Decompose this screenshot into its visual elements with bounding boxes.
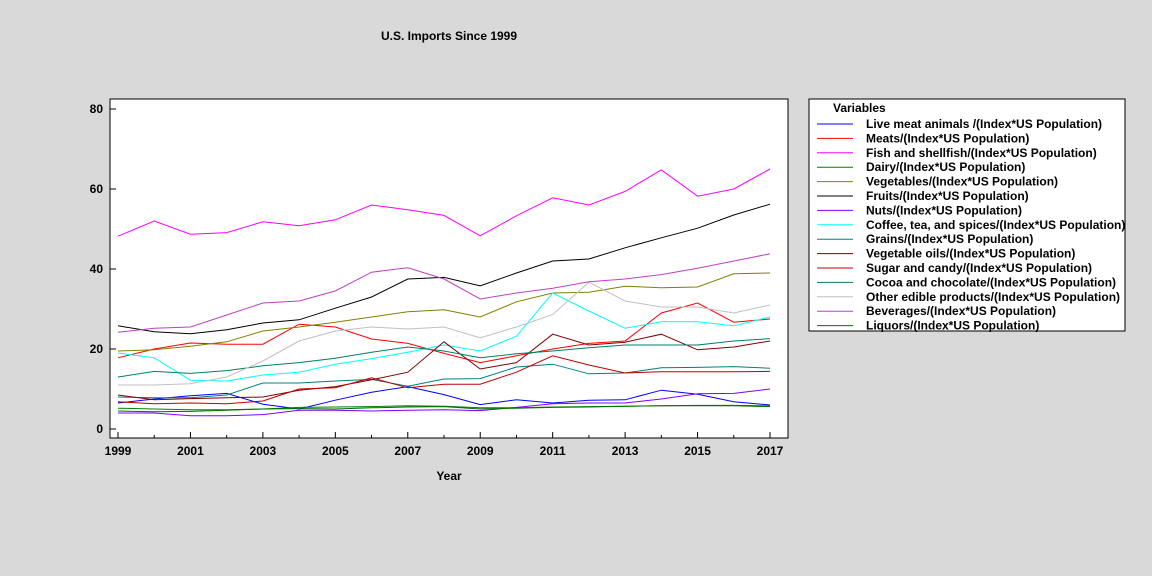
legend-entry: Grains/(Index*US Population) — [866, 232, 1033, 246]
legend-entry: Meats/(Index*US Population) — [866, 131, 1029, 145]
legend: Variables Live meat animals /(Index*US P… — [808, 98, 1126, 333]
series-line — [118, 281, 771, 386]
x-tick-label: 2017 — [757, 444, 784, 458]
y-tick-label: 40 — [90, 262, 104, 276]
series-line — [118, 388, 771, 417]
series-line — [117, 355, 771, 405]
series-line — [117, 338, 771, 378]
legend-title: Variables — [833, 101, 886, 115]
legend-entry: Live meat animals /(Index*US Population) — [866, 117, 1102, 131]
series-lines — [117, 168, 771, 417]
series-line — [117, 292, 771, 382]
x-axis: 1999 2001 2003 2005 2007 2009 2011 2013 2015 2017 — [105, 432, 784, 458]
series-line — [117, 405, 771, 413]
legend-box — [808, 98, 1126, 332]
series-line — [117, 272, 771, 352]
legend-entry: Sugar and candy/(Index*US Population) — [866, 261, 1092, 275]
y-tick-label: 60 — [90, 182, 104, 196]
series-line — [117, 386, 771, 410]
x-tick-label: 2015 — [684, 444, 711, 458]
y-tick-label: 80 — [90, 102, 104, 116]
legend-entry: Beverages/(Index*US Population) — [866, 304, 1056, 318]
y-tick-label: 20 — [90, 342, 104, 356]
series-line — [117, 253, 771, 333]
series-line — [117, 363, 771, 399]
x-tick-label: 2005 — [322, 444, 349, 458]
legend-entry: Cocoa and chocolate/(Index*US Population… — [866, 275, 1116, 289]
legend-entry: Other edible products/(Index*US Populati… — [866, 290, 1120, 304]
series-line — [117, 302, 771, 364]
legend-entry: Vegetable oils/(Index*US Population) — [866, 247, 1075, 261]
x-tick-label: 2009 — [467, 444, 494, 458]
x-tick-label: 1999 — [105, 444, 132, 458]
x-tick-label: 2011 — [540, 444, 566, 458]
y-tick-label: 0 — [96, 422, 103, 436]
x-tick-label: 2013 — [612, 444, 639, 458]
series-line — [117, 333, 771, 401]
legend-entry: Nuts/(Index*US Population) — [866, 203, 1022, 217]
legend-entry: Fish and shellfish/(Index*US Population) — [866, 146, 1097, 160]
legend-entry: Liquors/(Index*US Population) — [866, 319, 1039, 333]
x-tick-label: 2001 — [177, 444, 204, 458]
x-tick-label: 2003 — [250, 444, 277, 458]
legend-entry: Fruits/(Index*US Population) — [866, 189, 1029, 203]
series-line — [117, 168, 771, 237]
y-axis: 0 20 40 60 80 — [90, 102, 116, 436]
chart-title: U.S. Imports Since 1999 — [381, 29, 517, 43]
plot-area — [109, 98, 789, 439]
x-tick-label: 2007 — [394, 444, 421, 458]
legend-entry: Dairy/(Index*US Population) — [866, 160, 1025, 174]
legend-entry: Vegetables/(Index*US Population) — [866, 175, 1058, 189]
series-line — [117, 203, 771, 335]
x-axis-label: Year — [436, 469, 462, 483]
legend-entry: Coffee, tea, and spices/(Index*US Popula… — [866, 218, 1125, 232]
